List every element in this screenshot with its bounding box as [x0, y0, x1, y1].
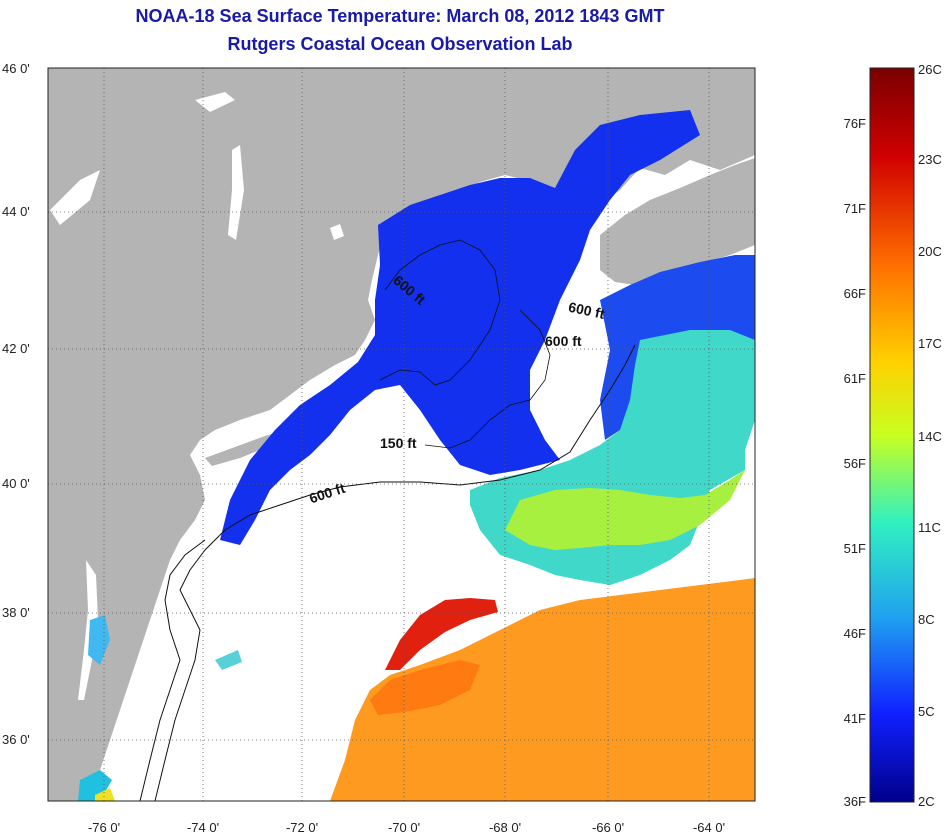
fahrenheit-label: 36F [844, 794, 866, 809]
bathymetry-contour [424, 309, 551, 449]
fahrenheit-label: 66F [844, 286, 866, 301]
bathymetry-contour [379, 239, 501, 386]
lake [228, 145, 244, 240]
contour-label: 600 ft [567, 299, 606, 322]
lat-tick-label: 40 0' [2, 476, 30, 491]
lon-tick-label: -70 0' [388, 820, 420, 835]
celsius-label: 17C [918, 336, 942, 351]
map-border [47, 67, 756, 802]
lon-tick-label: -68 0' [489, 820, 521, 835]
sst-warm-gulf-stream [330, 578, 755, 801]
celsius-label: 14C [918, 429, 942, 444]
sst-coastal-patch [95, 788, 115, 801]
temperature-colorbar: 76F 71F 66F 61F 56F 51F 46F 41F 36F 26C … [844, 62, 942, 809]
celsius-label: 23C [918, 152, 942, 167]
lon-tick-label: -74 0' [187, 820, 219, 835]
bathymetry-contour [139, 539, 206, 801]
sst-cold-shelf [220, 110, 700, 545]
lake [330, 224, 344, 240]
land-mass-nova-scotia [600, 158, 755, 285]
latitude-axis: 46 0' 44 0' 42 0' 40 0' 38 0' 36 0' [2, 61, 30, 747]
colorbar-fahrenheit-labels: 76F 71F 66F 61F 56F 51F 46F 41F 36F [844, 116, 866, 809]
lake [50, 170, 100, 225]
sst-green-band [505, 470, 745, 550]
celsius-label: 20C [918, 244, 942, 259]
colorbar-celsius-labels: 26C 23C 20C 17C 14C 11C 8C 5C 2C [918, 62, 942, 809]
map-title: NOAA-18 Sea Surface Temperature: March 0… [135, 6, 665, 26]
celsius-label: 26C [918, 62, 942, 77]
lat-tick-label: 38 0' [2, 605, 30, 620]
contour-label: 150 ft [380, 435, 417, 451]
fahrenheit-label: 71F [844, 201, 866, 216]
land-mass-us-east [48, 68, 755, 801]
bathymetry-contour [154, 344, 636, 801]
colorbar-gradient [869, 67, 915, 803]
fahrenheit-label: 46F [844, 626, 866, 641]
lon-tick-label: -72 0' [286, 820, 318, 835]
contour-label: 600 ft [545, 333, 582, 349]
lat-tick-label: 36 0' [2, 732, 30, 747]
lat-tick-label: 46 0' [2, 61, 30, 76]
lon-tick-label: -76 0' [88, 820, 120, 835]
sst-warm-patch [370, 660, 480, 715]
bay [78, 560, 98, 700]
lon-tick-label: -64 0' [693, 820, 725, 835]
map-subtitle: Rutgers Coastal Ocean Observation Lab [227, 34, 573, 54]
fahrenheit-label: 41F [844, 711, 866, 726]
fahrenheit-label: 51F [844, 541, 866, 556]
fahrenheit-label: 76F [844, 116, 866, 131]
sst-hot-core [385, 598, 498, 670]
sst-coastal-patch [88, 615, 110, 665]
longitude-axis: -76 0' -74 0' -72 0' -70 0' -68 0' -66 0… [88, 820, 725, 835]
celsius-label: 8C [918, 612, 935, 627]
celsius-label: 2C [918, 794, 935, 809]
fahrenheit-label: 61F [844, 371, 866, 386]
sst-coastal-patch [215, 650, 242, 670]
lake [195, 92, 235, 112]
lat-tick-label: 42 0' [2, 341, 30, 356]
sst-map: 600 ft 600 ft 600 ft 150 ft 600 ft 46 0'… [2, 61, 756, 835]
celsius-label: 5C [918, 704, 935, 719]
celsius-label: 11C [918, 520, 941, 535]
lon-tick-label: -66 0' [592, 820, 624, 835]
fahrenheit-label: 56F [844, 456, 866, 471]
lat-tick-label: 44 0' [2, 204, 30, 219]
